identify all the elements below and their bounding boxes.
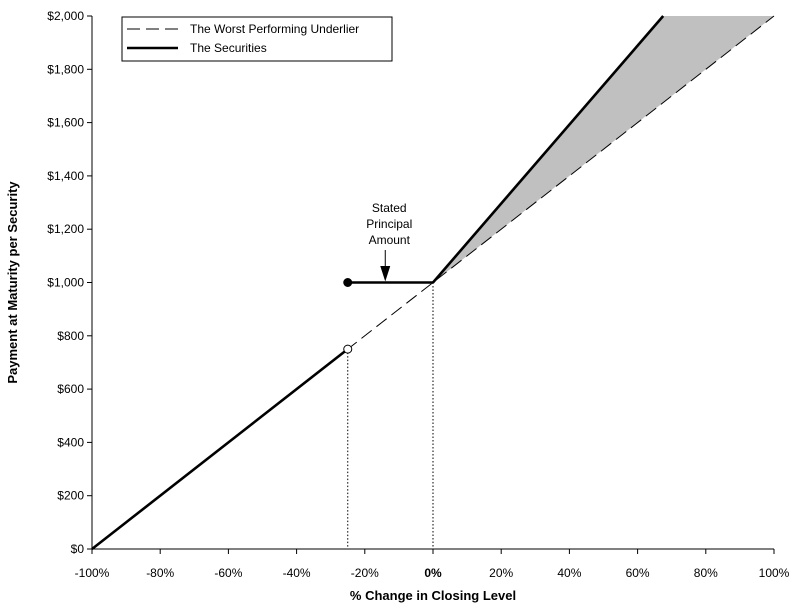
legend-label-underlier: The Worst Performing Underlier xyxy=(190,22,359,36)
x-tick-label: 100% xyxy=(759,566,790,580)
annotation-text: Amount xyxy=(369,233,411,247)
x-tick-label: 0% xyxy=(424,566,442,580)
x-tick-label: -60% xyxy=(214,566,242,580)
x-axis-title: % Change in Closing Level xyxy=(350,588,516,603)
securities-line-segment xyxy=(432,15,665,284)
y-tick-label: $600 xyxy=(57,382,84,396)
annotation-text: Stated xyxy=(372,201,407,215)
y-tick-label: $400 xyxy=(57,435,84,449)
open-circle-marker xyxy=(343,344,353,354)
y-tick-label: $1,000 xyxy=(47,276,84,290)
x-tick-label: -20% xyxy=(351,566,379,580)
y-tick-label: $800 xyxy=(57,329,84,343)
y-axis-title: Payment at Maturity per Security xyxy=(5,181,20,384)
y-tick-label: $1,800 xyxy=(47,62,84,76)
y-tick-label: $1,400 xyxy=(47,169,84,183)
y-tick-label: $1,600 xyxy=(47,116,84,130)
y-tick-label: $0 xyxy=(71,542,85,556)
y-tick-label: $1,200 xyxy=(47,222,84,236)
x-tick-label: -80% xyxy=(146,566,174,580)
legend-label-securities: The Securities xyxy=(190,41,267,55)
x-tick-label: 60% xyxy=(626,566,650,580)
legend-box xyxy=(121,16,393,62)
y-tick-label: $2,000 xyxy=(47,9,84,23)
x-tick-label: 80% xyxy=(694,566,718,580)
securities-line-segment xyxy=(91,348,349,551)
x-tick-label: -40% xyxy=(283,566,311,580)
x-tick-label: 40% xyxy=(557,566,581,580)
x-tick-label: 20% xyxy=(489,566,513,580)
filled-circle-marker xyxy=(343,278,353,287)
x-tick-label: -100% xyxy=(75,566,110,580)
annotation-arrowhead xyxy=(380,266,391,282)
y-tick-label: $200 xyxy=(57,489,84,503)
annotation-text: Principal xyxy=(366,217,412,231)
